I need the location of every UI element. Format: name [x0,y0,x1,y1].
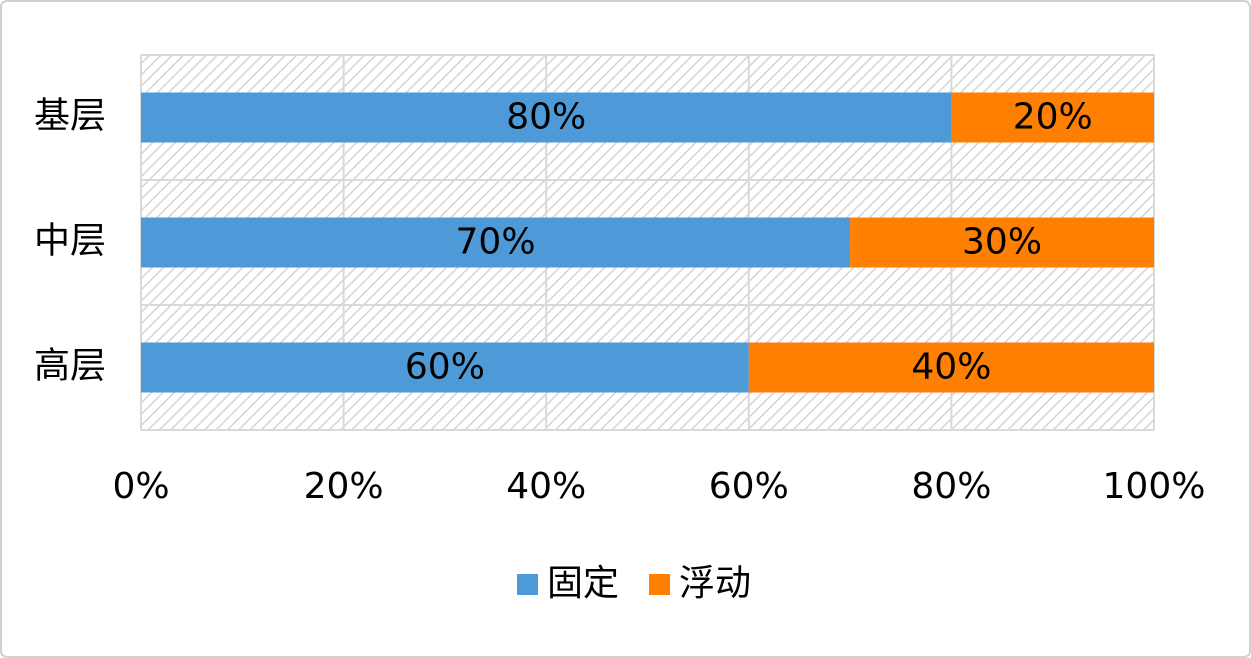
bar [141,342,749,393]
bar [951,92,1154,143]
bar [850,217,1154,268]
y-tick-label: 高层 [34,346,106,387]
x-tick-label: 100% [1103,466,1206,507]
y-tick-label: 中层 [34,221,106,262]
data-label: 20% [1013,97,1093,138]
bar [141,217,851,268]
data-label: 60% [405,347,485,388]
x-tick-label: 60% [709,466,789,507]
x-tick-label: 0% [112,466,169,507]
legend-label: 浮动 [679,563,751,604]
legend-swatch [649,574,671,595]
data-label: 80% [506,97,586,138]
x-tick-label: 40% [506,466,586,507]
x-tick-label: 80% [911,466,991,507]
bar [748,342,1154,393]
data-label: 70% [456,222,536,263]
bar [141,92,952,143]
legend-label: 固定 [547,563,619,604]
data-label: 30% [962,222,1042,263]
data-label: 40% [911,347,991,388]
x-tick-label: 20% [304,466,384,507]
y-tick-label: 基层 [34,96,106,137]
legend-swatch [517,574,538,595]
